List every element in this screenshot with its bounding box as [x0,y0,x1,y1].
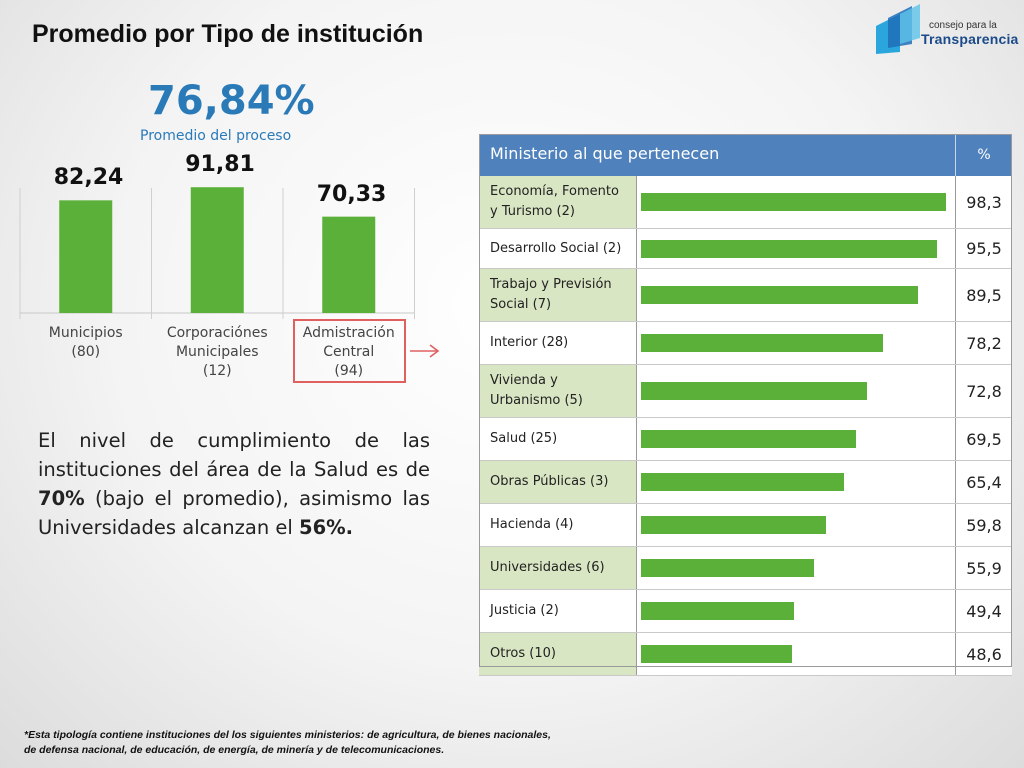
ministry-value: 55,9 [956,547,1012,589]
ministry-value: 48,6 [956,633,1012,675]
ministry-name: Economía, Fomento y Turismo (2) [490,184,619,219]
ministry-value: 95,5 [956,229,1012,268]
ministry-value: 59,8 [956,504,1012,546]
ministry-name: Obras Públicas (3) [490,474,609,489]
ministry-value: 89,5 [956,269,1012,321]
paragraph-bold-2: 56%. [299,516,354,539]
bar-cell [636,322,956,364]
table-row: Hacienda (4) 59,8 [479,504,1012,547]
ministry-value: 65,4 [956,461,1012,503]
ministry-bar [641,382,867,400]
ministry-value: 72,8 [956,365,1012,417]
category-label-line: (80) [71,344,101,360]
highlight-box [293,319,406,383]
ministry-value: 69,5 [956,418,1012,460]
table-header-ministry: Ministerio al que pertenecen [490,144,720,163]
bar-value-label: 82,24 [53,165,124,191]
bar-value-label: 91,81 [185,152,255,178]
table-row: Economía, Fomento y Turismo (2) 98,3 [479,176,1012,229]
ministry-name: Vivienda y Urbanismo (5) [490,373,583,408]
bar-cell [636,365,956,417]
bar [190,187,244,313]
footnote: *Esta tipología contiene instituciones d… [24,728,551,758]
ministry-bar [641,286,919,304]
ministry-name: Desarrollo Social (2) [490,240,622,256]
page-title: Promedio por Tipo de institución [32,20,424,48]
ministry-name: Otros (10) [490,646,556,661]
ministry-bar [641,239,938,258]
table-row: Justicia (2) 49,4 [479,590,1012,633]
category-label-line: (12) [202,363,232,379]
ministry-value: 98,3 [956,176,1012,228]
bar-cell [636,418,956,460]
ministry-value: 49,4 [956,590,1012,632]
paragraph-bold-1: 70% [38,487,85,510]
ministry-name: Trabajo y Previsión Social (7) [490,277,612,312]
bar [59,200,113,313]
table-row: Trabajo y Previsión Social (7) 89,5 [479,269,1012,322]
table-row: Obras Públicas (3) 65,4 [479,461,1012,504]
logo-big-text: Transparencia [921,31,1019,47]
category-label: Municipios (80) [24,324,148,362]
bar-cell [636,229,956,268]
ministry-value: 78,2 [956,322,1012,364]
bar-cell [636,590,956,632]
summary-paragraph: El nivel de cumplimiento de las instituc… [38,426,430,542]
table-row: Salud (25) 69,5 [479,418,1012,461]
bar-cell [636,269,956,321]
logo: consejo para la Transparencia [874,4,1020,58]
table-body: Economía, Fomento y Turismo (2) 98,3 Desar… [479,176,1012,676]
ministry-bar [641,602,795,620]
table-header: Ministerio al que pertenecen % [479,134,1012,176]
category-label: Admistración Central (94) [287,324,411,381]
table-row: Otros (10) 48,6 [479,633,1012,676]
category-label-line: Admistración [302,325,395,341]
ministry-bar [641,473,844,491]
paragraph-text-2: (bajo el promedio), asimismo las Univers… [38,487,430,539]
category-label-line: Municipales [175,344,259,360]
logo-small-text: consejo para la [929,20,997,31]
category-label: Corporaciónes Municipales (12) [155,324,279,381]
ministry-bar [641,430,857,448]
category-label-line: Corporaciónes [166,325,268,341]
bar-cell [636,504,956,546]
ministry-name: Justicia (2) [490,603,559,618]
ministry-name: Hacienda (4) [490,517,574,532]
bar-value-label: 70,33 [316,181,387,207]
ministry-name: Interior (28) [490,335,569,350]
table-row: Universidades (6) 55,9 [479,547,1012,590]
ministry-bar [641,559,815,577]
footnote-line-1: *Esta tipología contiene instituciones d… [24,729,551,741]
ministry-bar [641,334,884,352]
bar [322,216,376,313]
arrow-right-icon [410,344,440,358]
ministry-name: Salud (25) [490,431,558,446]
bar-cell [636,547,956,589]
bar-cell [636,461,956,503]
ministry-bar [641,516,827,534]
category-label-line: Central [323,344,375,360]
table-header-percent: % [955,134,1012,176]
ministry-name: Universidades (6) [490,560,605,575]
bar-cell [636,176,956,228]
ministry-bar [641,193,946,211]
logo-icon [876,4,920,54]
paragraph-text-1: El nivel de cumplimiento de las instituc… [38,429,430,481]
ministry-bar [641,645,792,663]
table-row: Desarrollo Social (2) 95,5 [479,229,1012,269]
summary-label: Promedio del proceso [140,128,292,144]
bar-cell [636,633,956,675]
table-row: Vivienda y Urbanismo (5) 72,8 [479,365,1012,418]
footnote-line-2: de defensa nacional, de educación, de en… [24,744,445,756]
ministry-table: Ministerio al que pertenecen % Economía,… [479,134,1012,676]
category-label-line: (94) [334,363,364,379]
summary-value: 76,84% [148,78,315,124]
category-label-line: Municipios [48,325,123,341]
table-row: Interior (28) 78,2 [479,322,1012,365]
